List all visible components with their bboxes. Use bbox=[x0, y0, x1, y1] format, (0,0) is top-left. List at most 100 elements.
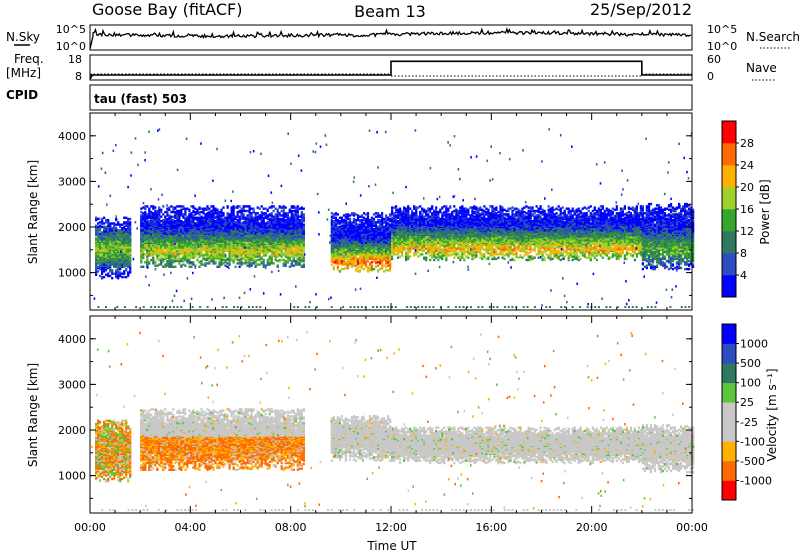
range-cell bbox=[144, 210, 147, 214]
range-cell bbox=[228, 255, 231, 258]
range-cell bbox=[158, 210, 161, 214]
range-cell bbox=[360, 226, 364, 230]
range-cell bbox=[180, 250, 183, 254]
range-cell bbox=[101, 272, 104, 275]
range-cell bbox=[278, 214, 281, 217]
range-cell bbox=[196, 247, 199, 250]
range-cell bbox=[218, 221, 221, 224]
range-cell bbox=[244, 223, 247, 226]
range-cell bbox=[111, 257, 114, 261]
range-cell bbox=[372, 217, 376, 221]
range-cell bbox=[123, 225, 126, 229]
range-cell bbox=[218, 255, 221, 258]
range-cell bbox=[372, 220, 376, 223]
range-cell bbox=[210, 209, 213, 213]
range-cell bbox=[272, 240, 275, 243]
range-cell bbox=[262, 207, 265, 210]
range-cell bbox=[196, 257, 199, 261]
range-cell bbox=[186, 221, 189, 224]
range-cell bbox=[234, 215, 237, 218]
range-cell bbox=[95, 224, 98, 227]
range-cell bbox=[362, 222, 366, 225]
range-cell bbox=[97, 222, 100, 225]
range-cell bbox=[364, 217, 368, 221]
range-cell bbox=[170, 220, 173, 223]
range-cell bbox=[244, 254, 247, 257]
range-cell bbox=[115, 240, 118, 243]
range-cell bbox=[123, 275, 126, 279]
range-cell bbox=[95, 218, 98, 222]
range-cell bbox=[184, 220, 187, 223]
range-cell bbox=[200, 215, 203, 218]
range-cell bbox=[364, 265, 368, 268]
station-title: Goose Bay (fitACF) bbox=[92, 0, 242, 19]
range-cell bbox=[240, 222, 243, 225]
range-cell bbox=[125, 275, 128, 279]
range-cell bbox=[196, 221, 199, 224]
range-cell bbox=[362, 259, 366, 263]
range-cell bbox=[342, 255, 345, 258]
range-cell bbox=[164, 265, 167, 268]
range-cell bbox=[218, 263, 221, 266]
range-cell bbox=[150, 240, 153, 243]
range-cell bbox=[302, 223, 305, 226]
range-cell bbox=[254, 255, 257, 258]
range-cell bbox=[230, 220, 233, 223]
range-cell bbox=[146, 240, 149, 243]
range-cell bbox=[117, 240, 120, 243]
cpid-panel: CPID tau (fast) 503 bbox=[6, 84, 693, 111]
range-cell bbox=[164, 240, 167, 243]
range-cell bbox=[140, 221, 143, 224]
range-cell bbox=[140, 232, 143, 235]
range-cell bbox=[184, 240, 187, 243]
range-cell bbox=[198, 206, 201, 209]
range-cell bbox=[210, 240, 213, 243]
range-cell bbox=[109, 274, 112, 278]
range-cell bbox=[121, 240, 124, 243]
range-cell bbox=[292, 224, 295, 227]
range-cell bbox=[192, 240, 195, 243]
range-cell bbox=[188, 247, 191, 250]
range-cell bbox=[242, 249, 245, 253]
range-cell bbox=[224, 216, 227, 219]
range-cell bbox=[212, 220, 215, 223]
range-cell bbox=[208, 215, 211, 218]
range-cell bbox=[107, 259, 110, 263]
range-cell bbox=[166, 209, 169, 213]
range-cell bbox=[240, 247, 243, 250]
range-cell bbox=[234, 255, 237, 258]
range-cell bbox=[192, 220, 195, 223]
range-cell bbox=[242, 262, 245, 265]
range-cell bbox=[162, 232, 165, 235]
range-cell bbox=[216, 265, 219, 268]
range-cell bbox=[276, 222, 279, 225]
range-cell bbox=[216, 257, 219, 261]
range-cell bbox=[190, 265, 193, 268]
range-cell bbox=[300, 217, 303, 221]
range-cell bbox=[188, 265, 191, 268]
range-cell bbox=[162, 257, 165, 261]
range-cell bbox=[340, 267, 343, 271]
range-cell bbox=[123, 232, 126, 235]
range-cell bbox=[236, 224, 239, 227]
range-cell bbox=[164, 217, 167, 221]
range-cell bbox=[204, 257, 207, 261]
range-cell bbox=[142, 240, 145, 243]
range-cell bbox=[129, 230, 132, 233]
range-cell bbox=[374, 265, 378, 268]
date-title: 25/Sep/2012 bbox=[590, 0, 692, 19]
range-cell bbox=[206, 212, 209, 215]
range-cell bbox=[107, 265, 110, 268]
range-cell bbox=[274, 207, 277, 210]
range-cell bbox=[107, 224, 110, 227]
range-cell bbox=[129, 271, 132, 274]
range-cell bbox=[368, 230, 372, 233]
range-cell bbox=[184, 216, 187, 219]
range-cell bbox=[298, 247, 301, 250]
range-cell bbox=[234, 221, 237, 224]
range-cell bbox=[176, 249, 179, 253]
range-cell bbox=[342, 218, 345, 222]
range-cell bbox=[158, 208, 161, 211]
range-cell bbox=[117, 221, 120, 224]
